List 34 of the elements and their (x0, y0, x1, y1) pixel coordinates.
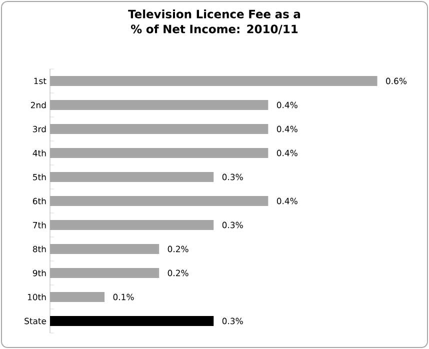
data-label: 0.1% (113, 294, 134, 300)
data-label: 0.6% (386, 78, 407, 84)
y-tick-label: 7th (33, 222, 46, 228)
data-label: 0.4% (276, 150, 298, 156)
y-tick-label: 4th (32, 150, 46, 156)
data-label: 0.4% (276, 198, 298, 204)
data-label: 0.3% (222, 174, 243, 180)
bar (50, 148, 268, 158)
y-tick-label: 9th (32, 270, 46, 276)
data-label: 0.2% (168, 270, 188, 276)
y-tick-label: 2nd (30, 102, 46, 108)
bar (50, 76, 378, 86)
bar (50, 244, 160, 254)
y-tick-label: 3rd (33, 126, 46, 132)
y-tick-label: 1st (34, 78, 46, 84)
bar (50, 268, 160, 278)
y-tick-label: 8th (32, 246, 46, 252)
data-label: 0.2% (168, 246, 188, 252)
data-label: 0.3% (222, 318, 243, 324)
bar (50, 124, 268, 134)
bar (50, 100, 268, 110)
data-label: 0.3% (222, 222, 243, 228)
bar (50, 196, 268, 206)
y-tick-label: 10th (28, 294, 46, 300)
bar (50, 316, 214, 326)
bar (50, 292, 105, 302)
data-label: 0.4% (276, 126, 298, 132)
y-tick-label: 5th (33, 174, 46, 180)
data-label: 0.4% (276, 102, 298, 108)
bar (50, 220, 214, 230)
chart-title: Television Licence Fee as a % of Net Income: 2010/11 (128, 10, 300, 34)
y-tick-label: State (24, 318, 46, 324)
y-tick-label: 6th (33, 198, 46, 204)
bar (50, 172, 214, 182)
